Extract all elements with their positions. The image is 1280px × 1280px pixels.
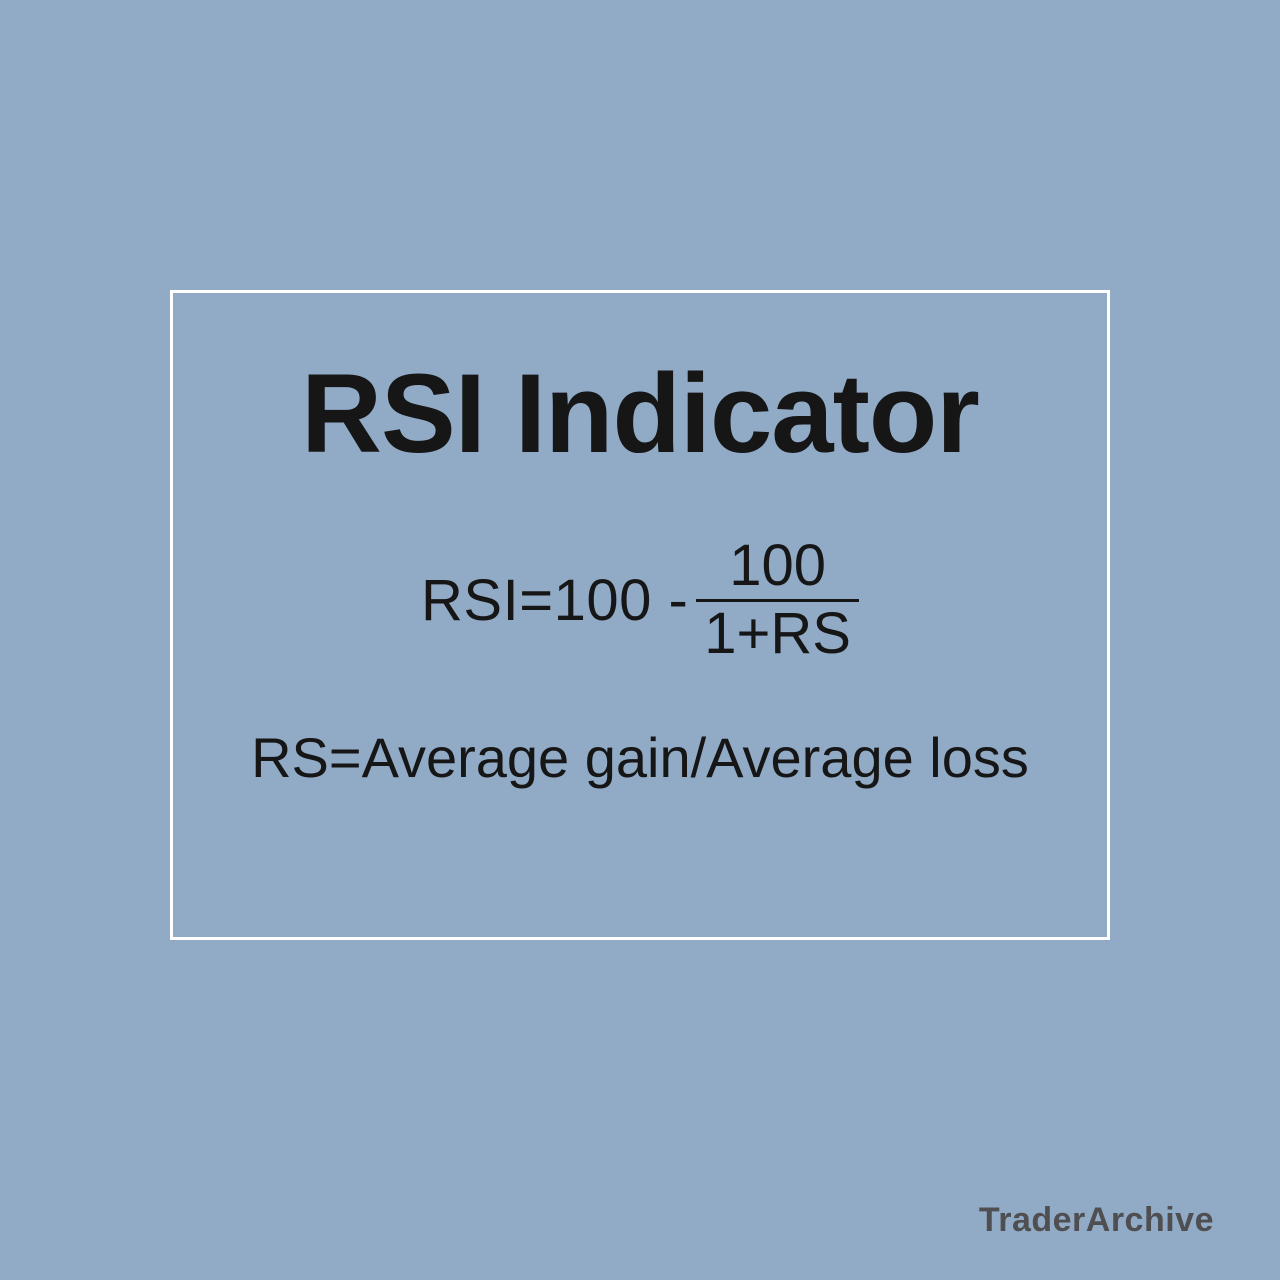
formula-card: RSI Indicator RSI=100 - 100 1+RS RS=Aver… bbox=[170, 290, 1110, 940]
card-title: RSI Indicator bbox=[173, 349, 1107, 478]
rs-formula: RS=Average gain/Average loss bbox=[173, 725, 1107, 790]
formula-fraction: 100 1+RS bbox=[696, 536, 859, 665]
watermark: TraderArchive bbox=[979, 1201, 1214, 1240]
fraction-numerator: 100 bbox=[721, 536, 834, 597]
formula-lhs: RSI=100 - bbox=[421, 567, 696, 634]
fraction-denominator: 1+RS bbox=[696, 604, 859, 665]
rsi-formula: RSI=100 - 100 1+RS bbox=[173, 536, 1107, 665]
